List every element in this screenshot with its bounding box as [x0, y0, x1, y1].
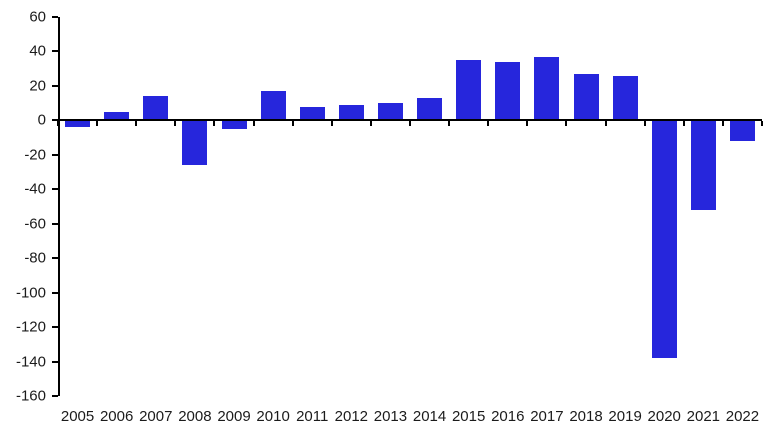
x-axis-tick — [174, 121, 177, 127]
x-axis-tick — [330, 121, 333, 127]
y-axis-tick — [52, 360, 58, 363]
x-tick-label-2016: 2016 — [491, 408, 525, 425]
y-tick-label: -100 — [15, 284, 46, 302]
x-axis-tick — [448, 121, 451, 127]
y-axis-tick — [52, 222, 58, 225]
x-axis-tick — [565, 121, 568, 127]
bar-2012 — [338, 104, 364, 121]
x-axis-tick — [643, 121, 646, 127]
bar-2011 — [299, 106, 325, 121]
x-axis-tick — [252, 121, 255, 127]
bar-2009 — [221, 120, 247, 129]
x-tick-label-2009: 2009 — [217, 408, 251, 425]
x-tick-label-2010: 2010 — [256, 408, 290, 425]
bar-2015 — [456, 60, 482, 121]
y-axis-tick — [52, 326, 58, 329]
x-tick-label-2012: 2012 — [334, 408, 369, 425]
x-tick-label-2022: 2022 — [725, 408, 760, 425]
x-axis-tick — [761, 121, 763, 127]
x-axis-tick — [487, 121, 490, 127]
y-axis-tick — [52, 84, 58, 87]
bar-2005 — [65, 120, 91, 128]
x-axis-tick — [135, 121, 138, 127]
y-tick-label: 40 — [29, 42, 46, 60]
bar-2020 — [651, 120, 677, 359]
x-tick-label-2005: 2005 — [60, 408, 95, 425]
y-tick-label: -80 — [24, 249, 46, 267]
x-axis-tick — [57, 121, 59, 127]
y-tick-label: 0 — [37, 111, 46, 129]
y-tick-label: -160 — [15, 387, 46, 405]
y-axis-tick — [52, 291, 58, 294]
y-axis-tick — [52, 119, 58, 122]
y-tick-label: -20 — [24, 146, 46, 164]
x-tick-label-2019: 2019 — [608, 408, 642, 425]
x-axis-tick — [409, 121, 411, 127]
x-tick-label-2015: 2015 — [451, 408, 486, 425]
y-axis-tick — [52, 50, 58, 53]
bar-2010 — [260, 91, 286, 121]
x-axis-tick — [369, 121, 372, 127]
x-axis-line — [58, 119, 762, 122]
x-tick-label-2007: 2007 — [139, 408, 173, 425]
x-tick-label-2011: 2011 — [296, 408, 329, 425]
x-axis-tick — [721, 121, 724, 127]
y-tick-label: -60 — [24, 215, 46, 233]
x-axis-tick — [291, 121, 294, 127]
x-axis-tick — [96, 121, 99, 127]
y-axis-tick — [52, 153, 58, 156]
y-axis-tick — [52, 16, 58, 18]
x-tick-label-2018: 2018 — [569, 408, 603, 425]
y-axis-tick — [52, 257, 58, 260]
y-tick-label: 60 — [29, 8, 46, 26]
x-tick-label-2006: 2006 — [99, 408, 134, 425]
x-axis-tick — [213, 121, 216, 127]
y-axis-tick — [52, 188, 58, 191]
y-tick-label: -140 — [15, 353, 46, 371]
x-tick-label-2014: 2014 — [412, 408, 447, 425]
bar-2017 — [534, 56, 560, 121]
y-axis-tick — [52, 395, 58, 397]
y-tick-label: 20 — [29, 77, 46, 95]
x-tick-label-2021: 2021 — [686, 408, 721, 425]
x-tick-label-2017: 2017 — [530, 408, 564, 425]
bar-2014 — [417, 97, 443, 121]
bar-2007 — [143, 96, 169, 121]
y-axis-line — [58, 17, 60, 396]
bar-2021 — [690, 120, 716, 210]
x-axis-tick — [682, 121, 685, 127]
bar-2016 — [495, 61, 521, 121]
x-tick-label-2013: 2013 — [373, 408, 408, 425]
bar-2008 — [182, 120, 208, 166]
x-tick-label-2008: 2008 — [178, 408, 212, 425]
x-axis-tick — [526, 121, 529, 127]
bar-2018 — [573, 73, 599, 121]
bar-2022 — [729, 120, 755, 142]
bar-2019 — [612, 75, 638, 121]
y-tick-label: -40 — [24, 180, 46, 198]
y-tick-label: -120 — [15, 318, 46, 336]
bar-2013 — [377, 103, 403, 121]
x-tick-label-2020: 2020 — [647, 408, 681, 425]
bar-2006 — [104, 111, 130, 121]
x-axis-tick — [604, 121, 607, 127]
